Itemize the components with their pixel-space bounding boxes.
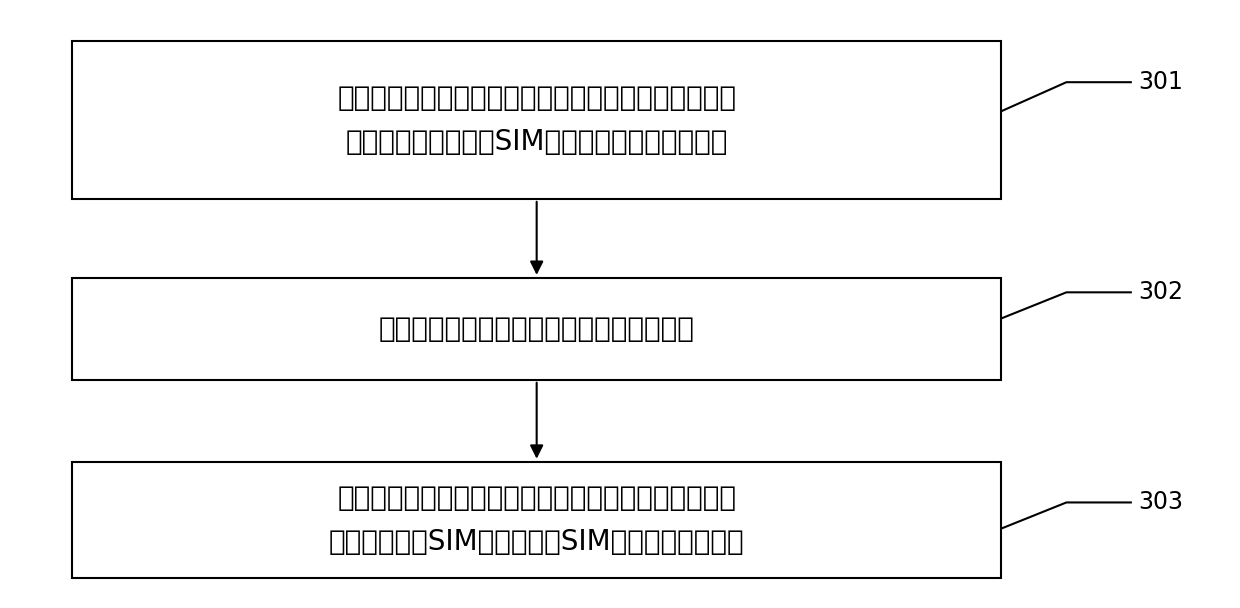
Text: 302: 302 bbox=[1138, 280, 1183, 305]
FancyBboxPatch shape bbox=[72, 41, 1001, 199]
Text: 获取干扰波波形数据和模拟运行指令，所述模拟运行指
令是模拟应用终端与SIM卡之间的交互指令得到的: 获取干扰波波形数据和模拟运行指令，所述模拟运行指 令是模拟应用终端与SIM卡之间… bbox=[337, 85, 737, 156]
Text: 303: 303 bbox=[1138, 491, 1183, 514]
Text: 根据所述干扰波波形数据，生成目标干扰波: 根据所述干扰波波形数据，生成目标干扰波 bbox=[378, 315, 694, 343]
Text: 将所述目标干扰波和所述模拟运行指令通过预设作用管
脚作用于所述SIM卡，对所述SIM卡进行健壮性测试: 将所述目标干扰波和所述模拟运行指令通过预设作用管 脚作用于所述SIM卡，对所述S… bbox=[329, 484, 744, 556]
Text: 301: 301 bbox=[1138, 70, 1183, 94]
FancyBboxPatch shape bbox=[72, 278, 1001, 380]
FancyBboxPatch shape bbox=[72, 461, 1001, 578]
